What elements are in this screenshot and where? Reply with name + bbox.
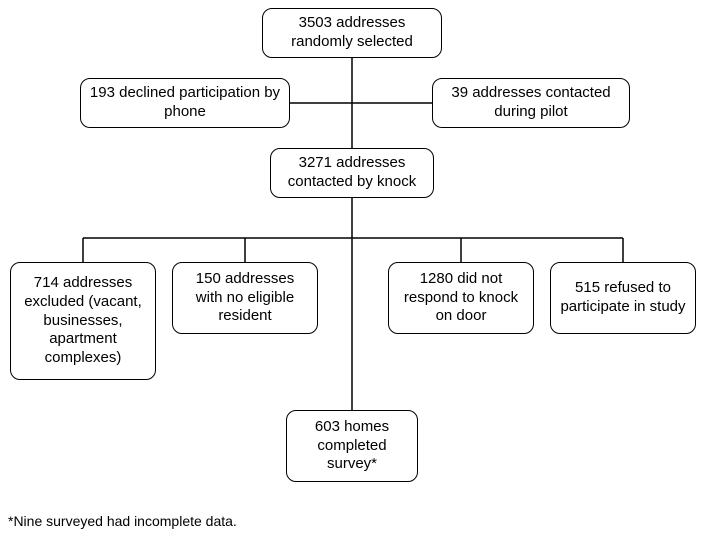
node-no-response: 1280 did not respond to knock on door [388,262,534,334]
node-no-eligible: 150 addresses with no eligible resident [172,262,318,334]
node-pilot-label: 39 addresses contacted during pilot [441,84,621,122]
node-pilot: 39 addresses contacted during pilot [432,78,630,128]
node-no-response-label: 1280 did not respond to knock on door [397,270,525,326]
node-refused-label: 515 refused to participate in study [559,279,687,317]
footnote-text: *Nine surveyed had incomplete data. [8,513,237,529]
node-excluded: 714 addresses excluded (vacant, business… [10,262,156,380]
footnote: *Nine surveyed had incomplete data. [8,513,237,529]
node-completed: 603 homes completed survey* [286,410,418,482]
node-root: 3503 addresses randomly selected [262,8,442,58]
node-root-label: 3503 addresses randomly selected [271,14,433,52]
node-excluded-label: 714 addresses excluded (vacant, business… [19,274,147,368]
node-knock: 3271 addresses contacted by knock [270,148,434,198]
node-no-eligible-label: 150 addresses with no eligible resident [181,270,309,326]
node-declined: 193 declined participation by phone [80,78,290,128]
node-knock-label: 3271 addresses contacted by knock [279,154,425,192]
node-refused: 515 refused to participate in study [550,262,696,334]
node-declined-label: 193 declined participation by phone [89,84,281,122]
node-completed-label: 603 homes completed survey* [295,418,409,474]
